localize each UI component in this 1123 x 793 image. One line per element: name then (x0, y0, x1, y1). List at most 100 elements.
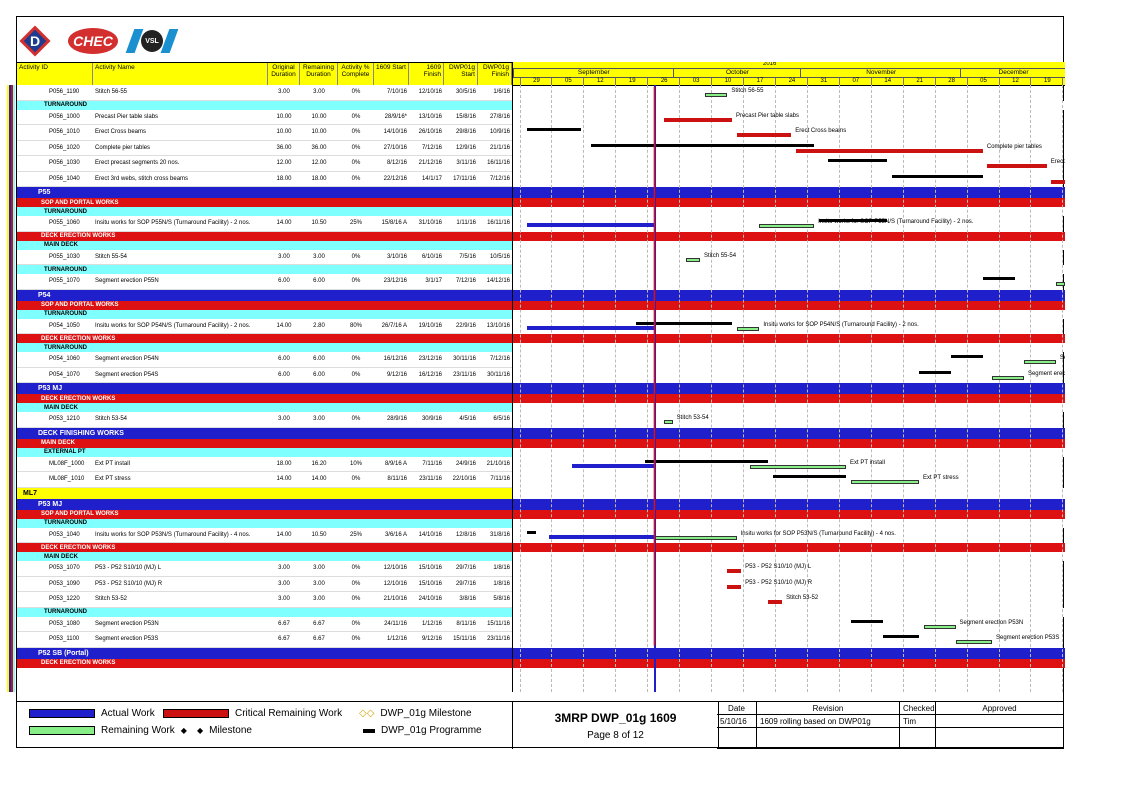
sub-header[interactable]: MAIN DECK (17, 403, 512, 412)
remaining-bar[interactable] (1055, 282, 1065, 286)
wbs-header[interactable]: DECK ERECTION WORKS (17, 394, 512, 403)
activity-row[interactable]: ML08F_1010 Ext PT stress 14.00 14.00 0% 8/11/… (17, 472, 512, 488)
critical-bar[interactable] (736, 133, 792, 137)
activity-row[interactable]: P056_1030 Erect precast segments 20 nos. 1… (17, 156, 512, 172)
wbs-header[interactable]: DECK ERECTION WORKS (17, 543, 512, 552)
actual-bar[interactable] (549, 534, 655, 539)
programme-bar[interactable] (818, 219, 888, 222)
remaining-bar[interactable] (1023, 360, 1056, 364)
activity-row[interactable]: P055_1060 Insitu works for SOP P55N/S (Tu… (17, 216, 512, 232)
actual-bar[interactable] (526, 325, 655, 330)
remaining-bar[interactable] (663, 420, 673, 424)
col-1609-finish[interactable]: 1609 Finish (409, 63, 444, 85)
activity-row[interactable]: P053_1210 Stitch 53-54 3.00 3.00 0% 28/9/16 30… (17, 412, 512, 428)
programme-bar[interactable] (526, 128, 582, 131)
pct-complete: 0% (351, 371, 361, 378)
remaining-bar[interactable] (736, 326, 760, 331)
actual-bar[interactable] (526, 223, 655, 227)
critical-bar[interactable] (727, 584, 742, 589)
activity-row[interactable]: P055_1030 Stitch 55-54 3.00 3.00 0% 3/10/16 6/… (17, 249, 512, 265)
critical-bar[interactable] (663, 117, 732, 122)
critical-bar[interactable] (987, 164, 1047, 168)
pier-header[interactable]: P53 MJ (17, 498, 512, 510)
remaining-bar[interactable] (750, 464, 847, 469)
col-rem-duration[interactable]: Remaining Duration (300, 63, 338, 85)
wbs-header[interactable]: DECK ERECTION WORKS (17, 334, 512, 343)
pier-header[interactable]: P52 SB (Portal) (17, 647, 512, 659)
orig-duration: 10.00 (276, 129, 292, 136)
wbs-header[interactable]: SOP AND PORTAL WORKS (17, 198, 512, 207)
gantt-row (513, 300, 1065, 310)
critical-bar[interactable] (795, 148, 983, 153)
programme-bar[interactable] (891, 174, 983, 178)
programme-bar[interactable] (526, 530, 536, 534)
activity-row[interactable]: P056_1010 Erect Cross beams 10.00 10.00 0% 14… (17, 125, 512, 141)
proj-header[interactable]: ML7 (17, 487, 512, 499)
programme-bar[interactable] (882, 635, 919, 638)
sub-header[interactable]: TURNAROUND (17, 309, 512, 319)
programme-bar[interactable] (645, 459, 769, 463)
sub-header[interactable]: TURNAROUND (17, 207, 512, 216)
col-activity-name[interactable]: Activity Name (93, 63, 268, 85)
sub-header[interactable]: TURNAROUND (17, 265, 512, 274)
dwp-finish: 27/8/16 (489, 113, 510, 120)
remaining-bar[interactable] (992, 375, 1024, 380)
programme-bar[interactable] (982, 277, 1015, 280)
sub-header[interactable]: MAIN DECK (17, 240, 512, 250)
remaining-bar[interactable] (686, 257, 701, 262)
critical-bar[interactable] (727, 569, 742, 573)
activity-row[interactable]: P055_1070 Segment erection P55N 6.00 6.00 0%… (17, 274, 512, 290)
activity-row[interactable]: P054_1070 Segment erection P54S 6.00 6.00 0%… (17, 367, 512, 383)
activity-row[interactable]: P053_1040 Insitu works for SOP P53N/S (Tu… (17, 527, 512, 543)
activity-row[interactable]: P053_1220 Stitch 53-52 3.00 3.00 0% 21/10/16 2… (17, 592, 512, 608)
activity-row[interactable]: P053_1090 P53 - P52 S10/10 (MJ) R 3.00 3.00… (17, 576, 512, 592)
wbs-header[interactable]: DECK ERECTION WORKS (17, 658, 512, 668)
sub-header[interactable]: TURNAROUND (17, 518, 512, 528)
col-1609-start[interactable]: 1609 Start (374, 63, 409, 85)
activity-row[interactable]: P053_1100 Segment erection P53S 6.67 6.67 0%… (17, 632, 512, 648)
wbs-header[interactable]: DECK ERECTION WORKS (17, 231, 512, 241)
remaining-bar[interactable] (704, 93, 728, 97)
wbs-header[interactable]: SOP AND PORTAL WORKS (17, 300, 512, 310)
pier-header[interactable]: DECK FINISHING WORKS (17, 427, 512, 439)
activity-row[interactable]: P053_1080 Segment erection P53N 6.67 6.67 0%… (17, 616, 512, 632)
remaining-bar[interactable] (923, 624, 956, 629)
actual-bar[interactable] (572, 463, 655, 468)
programme-bar[interactable] (950, 355, 983, 358)
activity-row[interactable]: P054_1060 Segment erection P54N 6.00 6.00 0%… (17, 352, 512, 368)
col-dwp-finish[interactable]: DWP01g Finish (478, 63, 512, 85)
critical-bar[interactable] (768, 600, 783, 604)
activity-row[interactable]: P053_1070 P53 - P52 S10/10 (MJ) L 3.00 3.00… (17, 561, 512, 577)
remaining-bar[interactable] (850, 480, 919, 484)
pier-header[interactable]: P54 (17, 289, 512, 301)
programme-bar[interactable] (827, 159, 888, 162)
col-pct-complete[interactable]: Activity % Complete (338, 63, 374, 85)
critical-bar[interactable] (1051, 179, 1065, 184)
activity-row[interactable]: ML08F_1000 Ext PT install 18.00 16.20 10% 8/9… (17, 456, 512, 472)
sub-header[interactable]: TURNAROUND (17, 607, 512, 617)
col-orig-duration[interactable]: Original Duration (268, 63, 300, 85)
sub-header[interactable]: EXTERNAL PT (17, 447, 512, 457)
remaining-bar[interactable] (955, 640, 992, 644)
activity-row[interactable]: P054_1050 Insitu works for SOP P54N/S (Tu… (17, 318, 512, 334)
programme-bar[interactable] (919, 370, 951, 374)
programme-bar[interactable] (850, 619, 883, 623)
pier-header[interactable]: P55 (17, 187, 512, 198)
sub-header[interactable]: TURNAROUND (17, 343, 512, 352)
activity-row[interactable]: P056_1190 Stitch 56-55 3.00 3.00 0% 7/10/16 12… (17, 85, 512, 101)
activity-row[interactable]: P056_1020 Complete pier tables 36.00 36.00 0… (17, 140, 512, 156)
pier-header[interactable]: P53 MJ (17, 383, 512, 394)
wbs-header[interactable]: MAIN DECK (17, 438, 512, 448)
remaining-bar[interactable] (759, 224, 815, 228)
gantt-row (513, 231, 1065, 241)
activity-row[interactable]: P056_1000 Precast Pier table slabs 10.00 10… (17, 109, 512, 125)
sub-header[interactable]: MAIN DECK (17, 552, 512, 561)
sub-header[interactable]: TURNAROUND (17, 100, 512, 110)
col-activity-id[interactable]: Activity ID (17, 63, 93, 85)
programme-bar[interactable] (773, 475, 847, 478)
col-dwp-start[interactable]: DWP01g Start (444, 63, 478, 85)
wbs-header[interactable]: SOP AND PORTAL WORKS (17, 509, 512, 519)
programme-bar[interactable] (636, 321, 732, 325)
activity-row[interactable]: P056_1040 Erect 3rd webs, stitch cross be… (17, 171, 512, 187)
programme-bar[interactable] (590, 143, 815, 147)
